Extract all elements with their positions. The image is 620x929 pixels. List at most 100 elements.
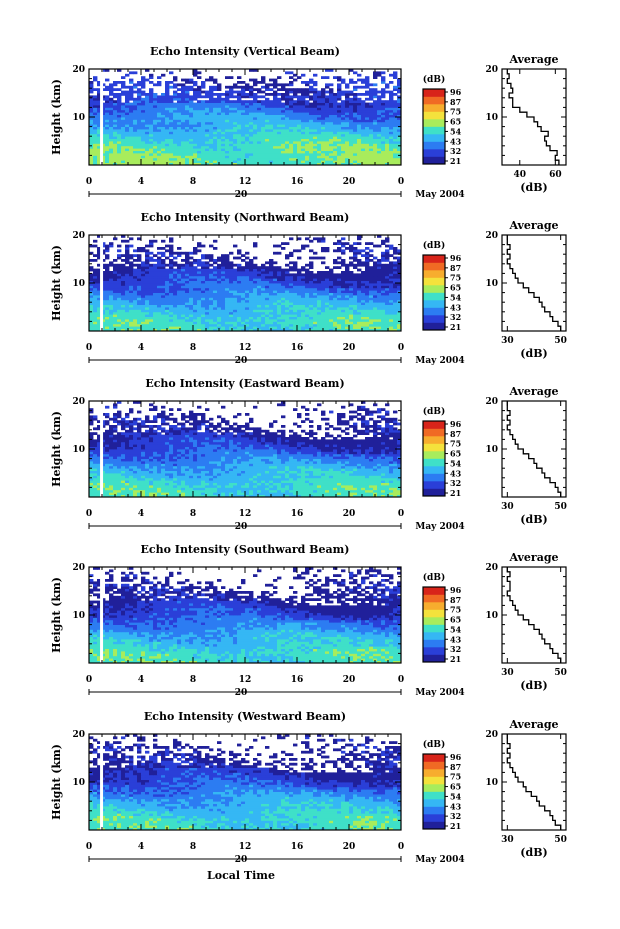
heatmap-cell [101, 97, 106, 101]
heatmap-cell [373, 304, 378, 308]
heatmap-cell [357, 105, 362, 108]
heatmap-cell [237, 326, 242, 329]
heatmap-cell [205, 105, 210, 108]
heatmap-cell [193, 316, 198, 320]
heatmap-cell [109, 323, 114, 327]
heatmap-cell [341, 155, 346, 159]
heatmap-cell [213, 299, 218, 303]
heatmap-cell [205, 285, 210, 289]
heatmap-cell [233, 136, 238, 139]
heatmap-cell [133, 114, 138, 118]
heatmap-cell [281, 328, 286, 332]
heatmap-cell [273, 138, 278, 142]
heatmap-cell [373, 131, 378, 135]
heatmap-cell [89, 316, 94, 320]
heatmap-cell [193, 117, 198, 120]
heatmap-cell [245, 297, 250, 301]
heatmap-cell [285, 97, 290, 101]
heatmap-cell [389, 97, 394, 101]
heatmap-cell [249, 112, 254, 115]
heatmap-cell [137, 275, 142, 279]
heatmap-cell [381, 121, 386, 125]
heatmap-cell [201, 307, 206, 310]
heatmap-cell [285, 273, 290, 277]
heatmap-cell [337, 162, 342, 166]
heatmap-cell [145, 256, 150, 260]
heatmap-cell [209, 105, 214, 108]
heatmap-cell [269, 153, 274, 156]
heatmap-cell [129, 321, 134, 325]
heatmap-cell [153, 290, 158, 293]
heatmap-cell [369, 266, 374, 269]
heatmap-cell [253, 119, 258, 123]
heatmap-cell [245, 148, 250, 151]
heatmap-cell [213, 138, 218, 142]
heatmap-cell [373, 295, 378, 298]
heatmap-cell [305, 119, 310, 123]
heatmap-cell [273, 124, 278, 127]
heatmap-cell [385, 119, 390, 123]
heatmap-cell [329, 83, 334, 87]
heatmap-cell [213, 314, 218, 317]
heatmap-cell [97, 136, 102, 139]
heatmap-cell [313, 117, 318, 120]
heatmap-cell [305, 292, 310, 296]
heatmap-cell [153, 319, 158, 322]
heatmap-cell [373, 311, 378, 315]
heatmap-cell [185, 292, 190, 296]
heatmap-cell [325, 150, 330, 154]
heatmap-cell [161, 321, 166, 325]
heatmap-cell [209, 314, 214, 317]
heatmap-cell [145, 295, 150, 298]
heatmap-cell [89, 295, 94, 298]
heatmap-cell [393, 316, 398, 320]
heatmap-cell [397, 256, 402, 260]
heatmap-cell [397, 323, 402, 327]
heatmap-cell [157, 299, 162, 303]
heatmap-cell [281, 307, 286, 310]
heatmap-cell [337, 141, 342, 144]
heatmap-cell [153, 126, 158, 130]
heatmap-cell [173, 273, 178, 277]
heatmap-cell [149, 304, 154, 308]
heatmap-cell [349, 155, 354, 159]
heatmap-cell [145, 323, 150, 327]
heatmap-cell [217, 307, 222, 310]
heatmap-cell [301, 299, 306, 303]
heatmap-cell [169, 71, 174, 75]
heatmap-cell [241, 299, 246, 303]
heatmap-cell [233, 162, 238, 166]
heatmap-cell [281, 153, 286, 156]
heatmap-cell [253, 131, 258, 135]
heatmap-cell [161, 316, 166, 320]
heatmap-cell [273, 83, 278, 87]
heatmap-cell [345, 97, 350, 101]
heatmap-cell [293, 295, 298, 298]
heatmap-cell [293, 100, 298, 103]
heatmap-cell [93, 323, 98, 327]
heatmap-cell [125, 153, 130, 156]
heatmap-cell [261, 311, 266, 315]
heatmap-cell [137, 88, 142, 91]
heatmap-cell [265, 107, 270, 111]
heatmap-cell [165, 278, 170, 281]
heatmap-cell [117, 143, 122, 147]
heatmap-cell [353, 93, 358, 96]
heatmap-cell [281, 160, 286, 163]
heatmap-cell [145, 261, 150, 265]
heatmap-cell [149, 292, 154, 296]
heatmap-cell [289, 129, 294, 132]
heatmap-cell [309, 90, 314, 94]
heatmap-cell [385, 287, 390, 291]
heatmap-cell [293, 129, 298, 132]
heatmap-cell [125, 278, 130, 281]
heatmap-cell [185, 290, 190, 293]
heatmap-cell [97, 319, 102, 322]
heatmap-cell [241, 160, 246, 163]
heatmap-cell [105, 311, 110, 315]
heatmap-cell [305, 157, 310, 161]
heatmap-cell [293, 153, 298, 156]
heatmap-cell [253, 160, 258, 163]
heatmap-cell [93, 95, 98, 99]
heatmap-cell [225, 304, 230, 308]
